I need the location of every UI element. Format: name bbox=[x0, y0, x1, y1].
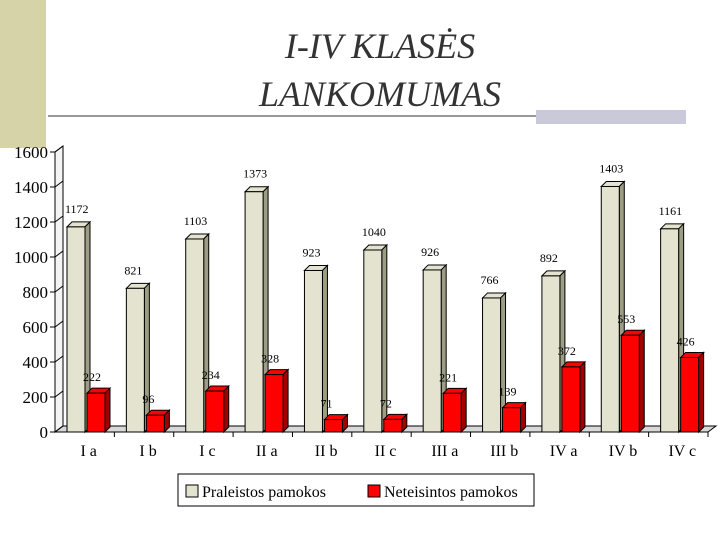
neteisintos-value-label: 71 bbox=[320, 397, 332, 411]
x-tick-label: IV a bbox=[550, 443, 578, 460]
y-tick-depth bbox=[54, 320, 64, 328]
neteisintos-bar bbox=[383, 418, 403, 433]
x-tick-label: I a bbox=[80, 443, 96, 460]
neteisintos-value-label: 234 bbox=[202, 368, 220, 382]
neteisintos-value-label: 221 bbox=[439, 370, 457, 384]
praleistos-bar bbox=[422, 269, 442, 433]
praleistos-bar-side bbox=[143, 282, 150, 434]
praleistos-bar bbox=[541, 275, 561, 433]
praleistos-bar bbox=[66, 226, 86, 433]
y-tick-label: 1400 bbox=[14, 178, 48, 197]
legend-label-praleistos: Praleistos pamokos bbox=[202, 484, 326, 501]
x-tick-label: III a bbox=[431, 443, 458, 460]
neteisintos-value-label: 553 bbox=[617, 312, 635, 326]
y-tick-depth bbox=[54, 355, 64, 363]
neteisintos-bar-side bbox=[460, 387, 467, 434]
y-tick-label: 200 bbox=[23, 388, 49, 407]
legend-label-neteisintos: Neteisintos pamokos bbox=[384, 484, 518, 501]
y-tick-label: 400 bbox=[23, 353, 49, 372]
praleistos-value-label: 1040 bbox=[362, 225, 386, 239]
y-tick-label: 1200 bbox=[14, 213, 48, 232]
neteisintos-value-label: 139 bbox=[499, 385, 517, 399]
x-tick-label: IV c bbox=[668, 443, 696, 460]
neteisintos-bar bbox=[323, 419, 343, 433]
neteisintos-value-label: 222 bbox=[83, 370, 101, 384]
chart-title: I-IV KLASĖS LANKOMUMAS bbox=[150, 22, 610, 118]
neteisintos-bar-side bbox=[104, 386, 111, 434]
neteisintos-value-label: 426 bbox=[677, 334, 695, 348]
y-tick-depth bbox=[54, 285, 64, 293]
neteisintos-bar bbox=[145, 414, 165, 433]
neteisintos-bar-side bbox=[638, 329, 645, 434]
neteisintos-bar bbox=[502, 407, 522, 433]
praleistos-bar bbox=[363, 249, 383, 433]
y-tick-label: 1600 bbox=[14, 143, 48, 162]
x-tick-label: II c bbox=[375, 443, 397, 460]
legend-swatch-neteisintos bbox=[367, 484, 381, 498]
y-tick-depth bbox=[54, 145, 64, 153]
neteisintos-bar bbox=[86, 392, 106, 433]
praleistos-value-label: 766 bbox=[481, 273, 499, 287]
praleistos-value-label: 1161 bbox=[659, 204, 683, 218]
neteisintos-value-label: 96 bbox=[142, 392, 154, 406]
neteisintos-bar-side bbox=[282, 368, 289, 434]
praleistos-bar bbox=[482, 297, 502, 433]
y-tick-label: 1000 bbox=[14, 248, 48, 267]
praleistos-value-label: 923 bbox=[302, 245, 320, 259]
neteisintos-bar-side bbox=[698, 351, 705, 434]
x-tick-label: II b bbox=[315, 443, 338, 460]
praleistos-bar bbox=[125, 287, 145, 433]
neteisintos-bar bbox=[442, 392, 462, 433]
neteisintos-bar bbox=[264, 374, 284, 433]
y-tick-label: 0 bbox=[40, 423, 49, 442]
x-tick-label: IV b bbox=[609, 443, 638, 460]
praleistos-value-label: 1103 bbox=[184, 214, 208, 228]
chart-title-line-2: LANKOMUMAS bbox=[259, 74, 501, 114]
y-tick-depth bbox=[54, 390, 64, 398]
praleistos-value-label: 892 bbox=[540, 251, 558, 265]
y-tick-depth bbox=[54, 215, 64, 223]
praleistos-bar bbox=[185, 238, 205, 433]
praleistos-value-label: 821 bbox=[124, 263, 142, 277]
title-underline bbox=[48, 115, 686, 117]
neteisintos-value-label: 328 bbox=[261, 352, 279, 366]
neteisintos-value-label: 372 bbox=[558, 344, 576, 358]
praleistos-value-label: 1172 bbox=[65, 202, 89, 216]
neteisintos-bar-side bbox=[579, 360, 586, 434]
neteisintos-value-label: 72 bbox=[380, 396, 392, 410]
neteisintos-bar bbox=[561, 366, 581, 433]
praleistos-value-label: 1403 bbox=[599, 161, 623, 175]
legend-swatch-praleistos bbox=[185, 484, 199, 498]
praleistos-bar bbox=[244, 191, 264, 433]
neteisintos-bar-side bbox=[223, 384, 230, 434]
praleistos-bar bbox=[600, 185, 620, 433]
praleistos-bar bbox=[660, 228, 680, 433]
chart-title-line-1: I-IV KLASĖS bbox=[284, 26, 476, 66]
praleistos-value-label: 926 bbox=[421, 245, 439, 259]
y-tick-label: 600 bbox=[23, 318, 49, 337]
title-accent-block bbox=[536, 110, 686, 124]
praleistos-bar bbox=[303, 269, 323, 433]
neteisintos-bar bbox=[620, 334, 640, 433]
neteisintos-bar bbox=[680, 356, 700, 433]
y-tick-depth bbox=[54, 425, 64, 433]
x-tick-label: I b bbox=[139, 443, 156, 460]
legend-box bbox=[177, 473, 535, 507]
x-tick-label: II a bbox=[256, 443, 278, 460]
y-tick-depth bbox=[54, 180, 64, 188]
x-tick-label: III b bbox=[490, 443, 518, 460]
neteisintos-bar-side bbox=[520, 401, 527, 434]
neteisintos-bar bbox=[205, 390, 225, 433]
y-tick-label: 800 bbox=[23, 283, 49, 302]
praleistos-value-label: 1373 bbox=[243, 167, 267, 181]
y-tick-depth bbox=[54, 250, 64, 258]
x-tick-label: I c bbox=[199, 443, 215, 460]
decorative-side-bar bbox=[0, 0, 46, 148]
